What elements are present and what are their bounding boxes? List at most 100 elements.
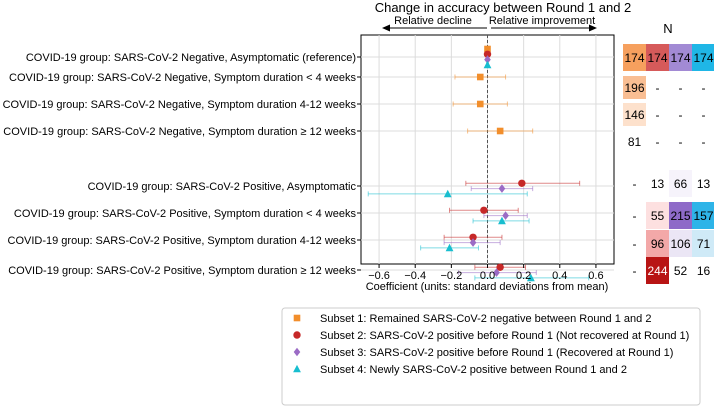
n-table-value: 16 [697, 264, 711, 278]
point-marker [518, 179, 526, 187]
point-marker [484, 45, 491, 53]
n-table-value: - [656, 81, 660, 95]
legend-marker [293, 347, 301, 357]
row-labels: COVID-19 group: SARS-CoV-2 Negative, Asy… [3, 52, 361, 277]
n-table-cell [692, 44, 714, 71]
legend-label: Subset 4: Newly SARS-CoV-2 positive betw… [320, 364, 627, 376]
n-table-value: 55 [651, 209, 665, 223]
x-tick-label: −0.2 [440, 270, 462, 282]
n-table-value: - [633, 209, 637, 223]
row-label: COVID-19 group: SARS-CoV-2 Negative, Sym… [3, 99, 357, 111]
row-label: COVID-19 group: SARS-CoV-2 Positive, Asy… [88, 181, 357, 193]
n-table-cell [669, 202, 692, 229]
point-marker [484, 55, 491, 64]
n-table-value: - [656, 108, 660, 122]
row-label: COVID-19 group: SARS-CoV-2 Negative, Asy… [26, 52, 356, 64]
point-marker [443, 189, 452, 198]
point-marker [496, 263, 504, 271]
legend-label: Subset 2: SARS-CoV-2 positive before Rou… [320, 330, 689, 342]
point-marker [493, 268, 500, 277]
n-table-cell [646, 44, 669, 71]
n-table-cell [646, 257, 669, 284]
n-table-cell [646, 230, 669, 257]
n-table-value: 174 [670, 51, 690, 65]
n-table-value: 174 [693, 51, 713, 65]
point-marker [480, 206, 488, 214]
n-table-value: 146 [624, 108, 644, 122]
legend-marker [293, 331, 301, 339]
legend-box [281, 307, 701, 406]
x-axis-label: Coefficient (units: standard deviations … [366, 281, 609, 293]
relative-decline-label: Relative decline [394, 15, 472, 27]
legend-marker [293, 314, 301, 322]
point-marker [526, 273, 535, 282]
legend-marker [293, 364, 301, 373]
x-tick-label: −0.6 [368, 270, 390, 282]
legend: Subset 1: Remained SARS-CoV-2 negative b… [293, 313, 689, 376]
n-table-value: 66 [674, 177, 688, 191]
x-tick-label: 0.6 [588, 270, 603, 282]
n-table-title: N [663, 21, 672, 36]
n-table-cell [646, 202, 669, 229]
n-table-cell [669, 230, 692, 257]
n-table-value: - [679, 108, 683, 122]
n-table-value: - [702, 108, 706, 122]
chart-title: Change in accuracy between Round 1 and 2 [375, 0, 632, 15]
n-table-value: - [656, 135, 660, 149]
n-table-cell [669, 170, 692, 197]
x-tick-label: 0.0 [480, 270, 495, 282]
n-table-value: - [679, 81, 683, 95]
n-table-value: 106 [670, 237, 690, 251]
n-table-value: 174 [647, 51, 667, 65]
decline-arrow [382, 24, 487, 32]
n-table-value: 244 [647, 264, 667, 278]
point-marker [445, 243, 454, 252]
n-table-cell [692, 230, 714, 257]
point-marker [483, 50, 492, 58]
point-marker [498, 216, 506, 225]
n-table-cell [623, 44, 646, 71]
relative-improvement-label: Relative improvement [489, 15, 595, 27]
n-table-value: 13 [651, 177, 665, 191]
point-marker [483, 60, 492, 69]
x-tick-label: −0.4 [404, 270, 426, 282]
point-marker [502, 211, 509, 220]
n-table-value: - [679, 135, 683, 149]
n-table-value: 215 [670, 209, 690, 223]
n-table-value: 52 [674, 264, 688, 278]
point-marker [498, 184, 506, 193]
row-label: COVID-19 group: SARS-CoV-2 Positive, Sym… [14, 208, 357, 220]
n-table-value: 81 [628, 135, 642, 149]
point-marker [476, 100, 484, 108]
n-table-value: 196 [624, 81, 644, 95]
n-table-value: 157 [693, 209, 713, 223]
row-label: COVID-19 group: SARS-CoV-2 Positive, Sym… [8, 265, 356, 277]
n-table-cell [623, 76, 646, 99]
n-table-cell [669, 44, 692, 71]
n-table-value: - [702, 135, 706, 149]
row-label: COVID-19 group: SARS-CoV-2 Negative, Sym… [9, 72, 356, 84]
point-marker [476, 73, 484, 81]
n-table-cell [623, 103, 646, 126]
x-tick-label: 0.4 [552, 270, 567, 282]
point-marker [469, 238, 477, 247]
data-marks [367, 45, 590, 282]
legend-label: Subset 3: SARS-CoV-2 positive before Rou… [320, 347, 673, 359]
n-table-value: - [633, 264, 637, 278]
n-table-value: - [702, 81, 706, 95]
n-table-cell [692, 202, 714, 229]
n-table-value: 71 [697, 237, 711, 251]
n-table-value: 174 [624, 51, 644, 65]
legend-label: Subset 1: Remained SARS-CoV-2 negative b… [320, 313, 651, 325]
point-marker [469, 233, 477, 241]
n-table-value: 96 [651, 237, 665, 251]
improvement-arrow [491, 24, 597, 32]
n-table-value: 13 [697, 177, 711, 191]
point-marker [496, 127, 504, 135]
row-label: COVID-19 group: SARS-CoV-2 Negative, Sym… [3, 126, 356, 138]
x-axis-ticks: −0.6 −0.4 −0.2 0.0 0.2 0.4 0.6 [368, 264, 604, 282]
x-tick-label: 0.2 [516, 270, 531, 282]
n-table-value: - [633, 237, 637, 251]
